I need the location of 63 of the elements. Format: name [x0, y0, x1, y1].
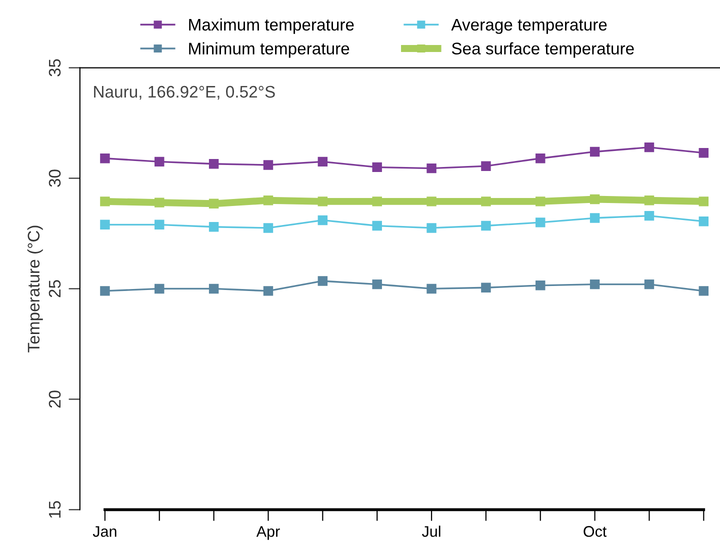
legend-label: Maximum temperature — [189, 18, 354, 34]
point — [318, 276, 328, 286]
point — [154, 284, 164, 294]
point — [590, 146, 600, 157]
legend-label: Average temperature — [451, 18, 607, 34]
point — [426, 223, 436, 233]
point — [481, 220, 491, 231]
point — [154, 198, 164, 208]
point — [263, 160, 274, 170]
point — [481, 196, 491, 206]
point — [590, 213, 600, 223]
point — [263, 286, 274, 296]
point — [372, 279, 382, 290]
legend-label: Sea surface temperature — [452, 42, 634, 58]
point — [208, 222, 219, 232]
point — [154, 156, 164, 167]
point — [318, 196, 328, 206]
point — [208, 159, 219, 169]
point — [536, 218, 546, 228]
point — [698, 216, 709, 226]
legend-label: Minimum temperature — [189, 42, 350, 58]
x-tick-label: Jan — [92, 526, 116, 537]
point — [426, 284, 436, 294]
point — [263, 223, 274, 233]
point — [426, 196, 436, 206]
point — [263, 195, 274, 206]
point — [481, 161, 491, 171]
y-tick-label: 15 — [49, 501, 61, 518]
point — [590, 194, 600, 204]
point — [318, 215, 328, 226]
point — [536, 196, 546, 206]
point — [372, 162, 382, 172]
x-tick-label: Oct — [584, 526, 607, 537]
point — [698, 196, 709, 206]
x-tick-label: Jul — [422, 526, 440, 537]
annotation: Nauru, 166.92°E, 0.52°S — [94, 86, 275, 100]
point — [644, 195, 654, 206]
y-tick-label: 30 — [48, 170, 61, 187]
y-tick-label: 20 — [48, 390, 61, 408]
point — [318, 156, 328, 167]
point — [100, 154, 110, 164]
point — [154, 220, 164, 230]
point — [100, 220, 110, 230]
y-tick-label: 25 — [48, 280, 61, 298]
point — [590, 279, 600, 290]
y-tick-label: 35 — [48, 59, 61, 76]
point — [372, 220, 382, 231]
point — [208, 198, 219, 209]
point — [100, 286, 110, 296]
point — [698, 286, 709, 296]
y-axis-title: Temperature (°C) — [27, 226, 43, 352]
point — [372, 196, 382, 206]
point — [644, 142, 654, 152]
point — [100, 196, 110, 206]
point — [426, 163, 436, 174]
point — [644, 279, 654, 290]
x-tick-label: Apr — [256, 526, 280, 540]
point — [644, 210, 654, 221]
point — [481, 282, 491, 292]
point — [208, 284, 219, 294]
point — [536, 154, 546, 164]
point — [536, 280, 546, 290]
point — [698, 148, 709, 158]
